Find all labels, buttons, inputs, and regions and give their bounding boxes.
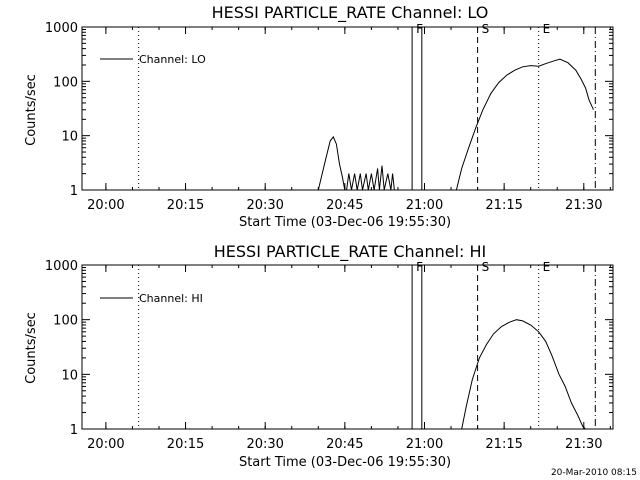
y-axis-label: Counts/sec — [24, 74, 39, 146]
generation-timestamp: 20-Mar-2010 08:15 — [551, 468, 637, 478]
plot-frame — [81, 26, 614, 191]
legend-label: Channel: LO — [139, 53, 206, 66]
plot-frame — [81, 264, 614, 430]
x-tick-label: 20:15 — [167, 437, 204, 452]
chart-panel-lo: HESSI PARTICLE_RATE Channel: LO Counts/s… — [24, 3, 614, 230]
series-line — [317, 58, 594, 191]
y-tick-label: 100 — [53, 314, 78, 329]
y-tick-label: 10 — [61, 368, 78, 383]
legend: Channel: LO — [100, 53, 206, 66]
marker-label: S — [482, 22, 490, 36]
marker-label: F — [416, 260, 423, 274]
series-lines — [317, 58, 594, 191]
x-tick-label: 21:00 — [406, 437, 443, 452]
x-tick-label: 20:45 — [326, 198, 363, 213]
x-tick-label: 20:00 — [87, 437, 124, 452]
x-tick-label: 20:15 — [167, 198, 204, 213]
x-axis-label: Start Time (03-Dec-06 19:55:30) — [239, 455, 451, 470]
series-line — [461, 319, 586, 430]
x-axis-label: Start Time (03-Dec-06 19:55:30) — [239, 215, 451, 230]
marker-label: S — [482, 260, 490, 274]
chart-title: HESSI PARTICLE_RATE Channel: LO — [212, 3, 489, 23]
legend: Channel: HI — [100, 292, 203, 305]
y-tick-label: 10 — [61, 130, 78, 145]
marker-label: F — [416, 22, 423, 36]
axis-ticks: 20:00 20:15 20:30 20:45 21:00 21:15 21:30 1 10 10… — [45, 21, 613, 213]
x-tick-label: 20:30 — [246, 198, 283, 213]
x-tick-label: 21:00 — [406, 198, 443, 213]
y-tick-label: 1 — [70, 184, 78, 199]
marker-label: E — [543, 260, 551, 274]
y-axis-label: Counts/sec — [24, 312, 39, 384]
y-tick-label: 1000 — [45, 21, 78, 36]
series-lines — [461, 319, 586, 430]
y-tick-label: 100 — [53, 75, 78, 90]
x-tick-label: 21:15 — [485, 198, 522, 213]
x-tick-label: 21:30 — [565, 198, 602, 213]
x-tick-label: 20:00 — [87, 198, 124, 213]
axis-ticks: 20:00 20:15 20:30 20:45 21:00 21:15 21:30 1 10 10… — [45, 259, 613, 452]
y-tick-label: 1 — [70, 423, 78, 438]
chart-title: HESSI PARTICLE_RATE Channel: HI — [214, 242, 487, 262]
x-tick-label: 20:30 — [246, 437, 283, 452]
legend-label: Channel: HI — [139, 292, 203, 305]
x-tick-label: 20:45 — [326, 437, 363, 452]
chart-panel-hi: HESSI PARTICLE_RATE Channel: HI Counts/s… — [24, 242, 614, 470]
marker-label: E — [543, 22, 551, 36]
x-tick-label: 21:30 — [565, 437, 602, 452]
x-tick-label: 21:15 — [485, 437, 522, 452]
y-tick-label: 1000 — [45, 259, 78, 274]
